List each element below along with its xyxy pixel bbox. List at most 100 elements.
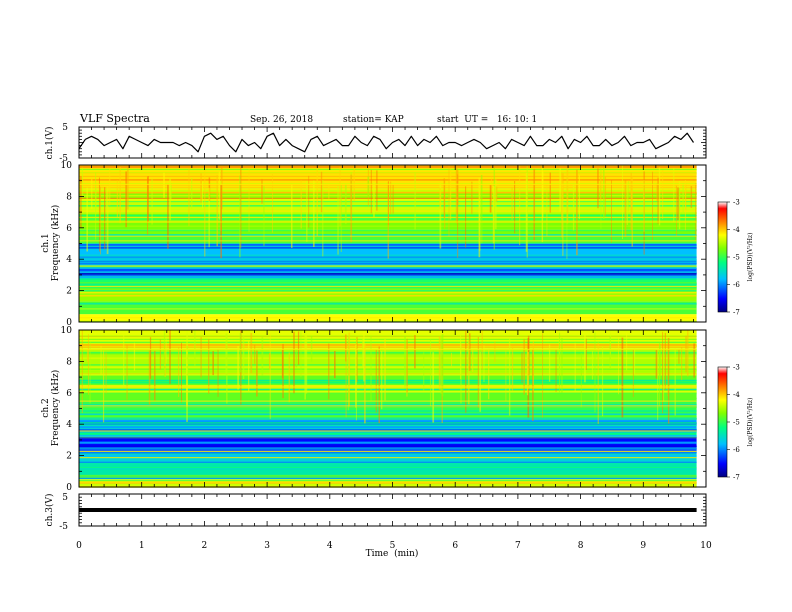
psd-impulse-streak: [109, 168, 111, 206]
freq-tick-label: 2: [66, 452, 72, 462]
colorbar-tick-label: -4: [733, 391, 740, 399]
psd-impulse-streak: [465, 330, 467, 413]
psd-impulse-streak: [622, 165, 623, 240]
psd-impulse-streak: [508, 337, 511, 416]
psd-impulse-streak: [300, 180, 302, 229]
psd-impulse-streak: [239, 332, 242, 373]
psd-harmonic-line: [79, 417, 697, 420]
freq-tick-label: 8: [66, 192, 72, 202]
psd-impulse-streak: [375, 349, 377, 413]
psd-harmonic-line: [79, 437, 697, 439]
psd-impulse-streak: [632, 349, 634, 398]
psd-narrowband-line: [79, 183, 697, 185]
ch3-ytick-bottom: -5: [59, 522, 68, 532]
ch1-ytick-bottom: -5: [59, 154, 68, 164]
psd-impulse-streak: [657, 348, 659, 421]
psd-harmonic-line: [79, 262, 697, 265]
psd-harmonic-line: [79, 368, 697, 370]
psd-impulse-streak: [658, 167, 661, 226]
psd-impulse-streak: [100, 345, 102, 375]
psd-harmonic-line: [79, 308, 697, 310]
psd-impulse-streak: [662, 347, 665, 402]
psd-impulse-streak: [218, 171, 220, 220]
psd-harmonic-line: [79, 388, 697, 390]
psd-harmonic-line: [79, 287, 697, 290]
psd-impulse-streak: [340, 184, 342, 252]
psd-harmonic-line: [79, 352, 697, 355]
psd-impulse-streak: [348, 332, 351, 407]
spectrogram-ch2-heatmap: [79, 330, 706, 488]
psd-harmonic-line: [79, 461, 697, 464]
psd-harmonic-line: [79, 290, 697, 292]
time-tick-label: 6: [452, 541, 458, 551]
psd-impulse-streak: [472, 349, 474, 372]
psd-impulse-streak: [295, 349, 298, 368]
psd-harmonic-line: [79, 381, 697, 384]
psd-impulse-streak: [181, 342, 182, 403]
psd-impulse-streak: [414, 172, 416, 230]
psd-impulse-streak: [599, 174, 602, 200]
psd-harmonic-line: [79, 425, 697, 427]
colorbar-tick-label: -6: [733, 446, 740, 454]
psd-impulse-streak: [580, 353, 582, 408]
psd-impulse-streak: [611, 180, 612, 243]
psd-impulse-streak: [261, 178, 263, 204]
psd-narrowband-line: [79, 405, 697, 407]
psd-impulse-streak: [225, 333, 227, 375]
psd-harmonic-line: [79, 344, 697, 347]
psd-impulse-streak: [449, 169, 452, 220]
psd-impulse-streak: [376, 170, 378, 211]
spectrogram-ch2-ytick-labels: 0 2 4 6 8 10: [61, 326, 73, 493]
psd-impulse-streak: [164, 349, 166, 378]
psd-impulse-streak: [204, 169, 206, 257]
psd-harmonic-line: [79, 406, 697, 408]
psd-impulse-streak: [367, 176, 370, 198]
psd-impulse-streak: [217, 349, 219, 397]
psd-impulse-streak: [147, 176, 149, 223]
spectrogram-ch2-ticks: [78, 329, 707, 488]
psd-impulse-streak: [630, 172, 632, 231]
psd-impulse-streak: [345, 335, 347, 418]
psd-impulse-streak: [387, 181, 390, 226]
spectrogram-ch1-panel: 0 2 4 6 8 10 ch.1 Frequency (kHz): [41, 161, 707, 328]
psd-impulse-streak: [559, 167, 562, 212]
psd-impulse-streak: [89, 341, 91, 404]
psd-impulse-streak: [574, 342, 576, 391]
psd-impulse-streak: [373, 182, 375, 218]
psd-harmonic-line: [79, 338, 697, 341]
psd-impulse-streak: [451, 352, 452, 367]
psd-harmonic-line: [79, 422, 697, 424]
colorbar-ch2: -3 -4 -5 -6 -7 log(PSD)(V²/Hz): [717, 364, 754, 482]
psd-impulse-streak: [362, 338, 364, 368]
psd-impulse-streak: [186, 346, 189, 384]
colorbar-tick-label: -6: [733, 281, 740, 289]
psd-impulse-streak: [546, 185, 548, 237]
waveform-ch3-panel: 5 -5 ch.3(V): [44, 493, 707, 532]
psd-impulse-streak: [511, 187, 513, 220]
ch3-waveform-ylabel: ch.3(V): [44, 494, 55, 527]
psd-harmonic-line: [79, 478, 697, 479]
psd-impulse-streak: [312, 180, 315, 248]
psd-impulse-streak: [127, 168, 129, 210]
psd-harmonic-line: [79, 266, 697, 268]
psd-impulse-streak: [167, 184, 169, 249]
psd-impulse-streak: [170, 183, 172, 200]
psd-impulse-streak: [494, 180, 496, 213]
time-tick-label: 1: [139, 541, 145, 551]
psd-harmonic-line: [79, 474, 697, 477]
psd-impulse-streak: [440, 335, 443, 394]
psd-impulse-streak: [293, 331, 295, 394]
psd-impulse-streak: [631, 176, 633, 247]
psd-narrowband-line: [79, 292, 697, 294]
psd-impulse-streak: [664, 332, 666, 391]
psd-impulse-streak: [281, 349, 284, 379]
psd-impulse-streak: [86, 349, 89, 363]
ch1-spectrogram-ylabel-frequency: Frequency (kHz): [50, 205, 61, 282]
time-tick-label: 8: [578, 541, 584, 551]
psd-impulse-streak: [300, 331, 302, 378]
psd-impulse-streak: [690, 186, 693, 208]
psd-impulse-streak: [584, 334, 586, 383]
psd-impulse-streak: [678, 349, 680, 364]
psd-impulse-streak: [626, 182, 628, 225]
psd-impulse-streak: [505, 350, 507, 402]
